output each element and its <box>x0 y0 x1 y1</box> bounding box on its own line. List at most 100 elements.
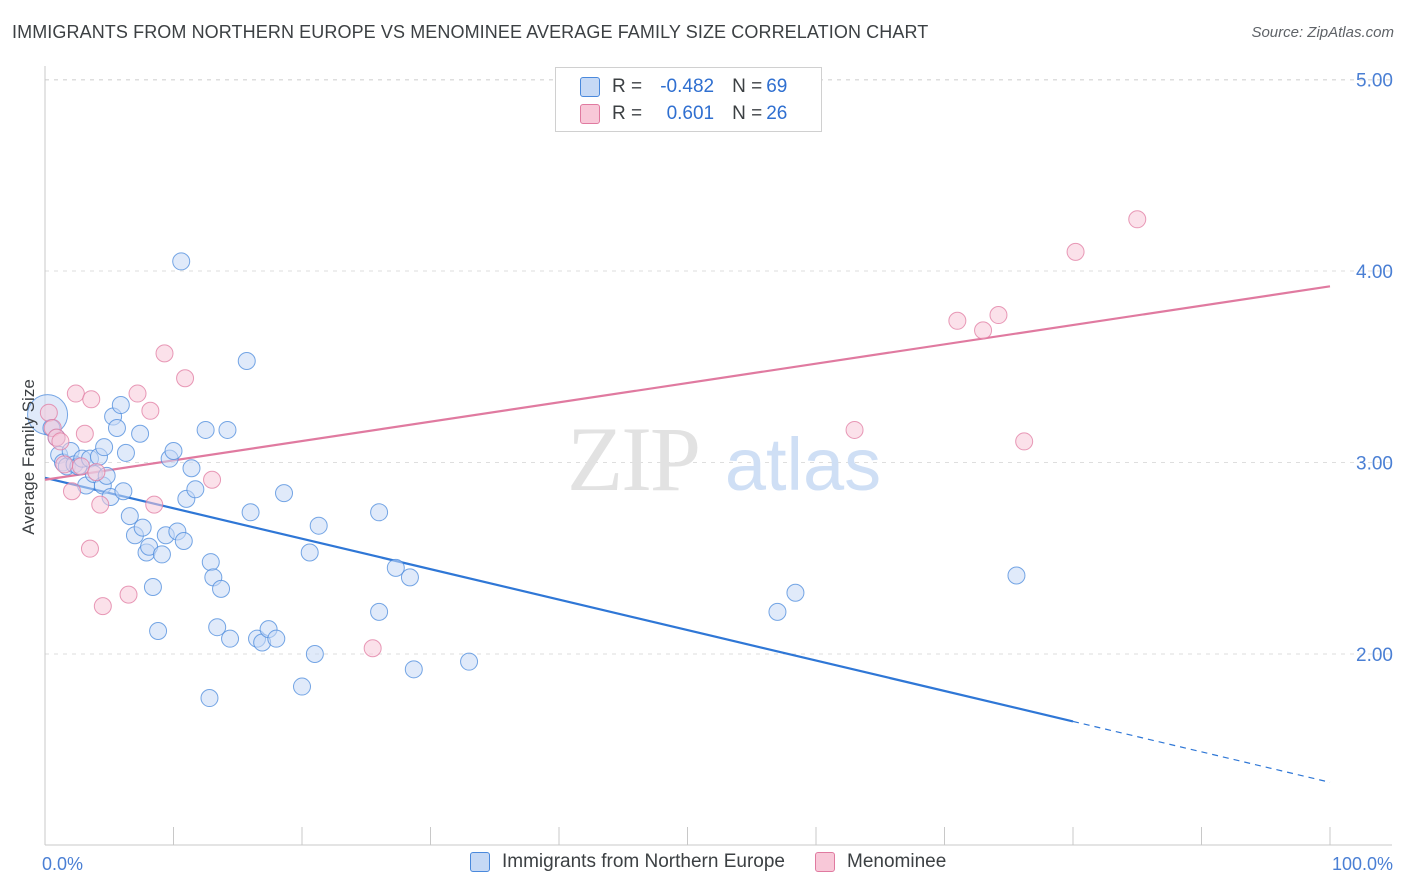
point-menominee <box>989 306 1008 325</box>
point-menominee <box>845 420 864 439</box>
trend-lines <box>44 285 1331 783</box>
legend-r-value: 0.601 <box>666 103 715 124</box>
point-menominee <box>91 495 110 514</box>
point-immigrants <box>768 602 787 621</box>
watermark-zip: ZIP <box>567 408 699 510</box>
point-menominee <box>119 585 138 604</box>
point-menominee <box>155 344 174 363</box>
point-menominee <box>51 432 70 451</box>
point-immigrants <box>120 507 139 526</box>
legend-n-label: N = <box>732 103 763 124</box>
y-tick-label: 2.00 <box>1356 645 1393 666</box>
legend-row-blue: R = -0.482 N = 69 <box>580 74 787 100</box>
point-immigrants <box>300 543 319 562</box>
point-immigrants <box>200 689 219 708</box>
point-menominee <box>1066 242 1085 261</box>
series-label-menominee: Menominee <box>847 851 947 872</box>
point-immigrants <box>212 579 231 598</box>
point-immigrants <box>1007 566 1026 585</box>
correlation-legend: R = -0.482 N = 69 R = 0.601 N = 26 <box>555 67 822 132</box>
point-immigrants <box>400 568 419 587</box>
point-menominee <box>203 470 222 489</box>
point-menominee <box>93 597 112 616</box>
point-menominee <box>71 457 90 476</box>
point-menominee <box>974 321 993 340</box>
y-tick-labels: 2.00 3.00 4.00 5.00 <box>1356 71 1393 667</box>
point-immigrants <box>186 480 205 499</box>
point-menominee <box>87 463 106 482</box>
point-immigrants <box>152 545 171 564</box>
point-menominee <box>363 639 382 658</box>
legend-n-label: N = <box>732 76 763 97</box>
point-immigrants <box>201 553 220 572</box>
point-menominee <box>80 539 99 558</box>
legend-n-value: 26 <box>766 103 788 124</box>
point-menominee <box>176 369 195 388</box>
point-menominee <box>39 403 58 422</box>
data-points <box>27 210 1147 708</box>
point-immigrants <box>107 419 126 438</box>
point-immigrants <box>143 577 162 596</box>
point-menominee <box>75 424 94 443</box>
series-swatch-blue <box>470 852 490 872</box>
point-immigrants <box>114 482 133 501</box>
point-menominee <box>1128 210 1147 229</box>
legend-r-label: R = <box>612 76 643 97</box>
point-immigrants <box>460 652 479 671</box>
x-tick-labels: 0.0% 100.0% <box>42 854 1393 874</box>
point-immigrants <box>164 442 183 461</box>
axes <box>44 66 1392 846</box>
point-immigrants <box>116 443 135 462</box>
point-menominee <box>1015 432 1034 451</box>
legend-r-label: R = <box>612 103 643 124</box>
point-menominee <box>82 390 101 409</box>
point-immigrants <box>172 252 191 271</box>
y-tick-label: 3.00 <box>1356 454 1393 475</box>
series-legend: Immigrants from Northern Europe Menomine… <box>470 851 946 873</box>
point-immigrants <box>370 602 389 621</box>
legend-swatch-blue <box>580 77 600 97</box>
point-immigrants <box>131 424 150 443</box>
chart-title: IMMIGRANTS FROM NORTHERN EUROPE VS MENOM… <box>12 22 929 42</box>
point-immigrants <box>221 629 240 648</box>
trend-immigrants-dashed <box>1072 720 1331 783</box>
point-immigrants <box>149 622 168 641</box>
y-tick-label: 5.00 <box>1356 71 1393 92</box>
point-immigrants <box>133 518 152 537</box>
legend-swatch-pink <box>580 104 600 124</box>
point-menominee <box>55 455 74 474</box>
point-immigrants <box>241 503 260 522</box>
y-axis-title: Average Family Size <box>19 379 38 535</box>
series-swatch-pink <box>815 852 835 872</box>
point-immigrants <box>111 396 130 415</box>
x-tick-label-min: 0.0% <box>42 854 83 874</box>
legend-r-value: -0.482 <box>660 76 715 97</box>
point-immigrants <box>174 532 193 551</box>
point-menominee <box>128 384 147 403</box>
point-immigrants <box>237 352 256 371</box>
point-menominee <box>141 401 160 420</box>
point-immigrants <box>293 677 311 696</box>
trend-menominee <box>44 285 1331 481</box>
point-menominee <box>145 495 164 514</box>
point-immigrants <box>267 629 286 648</box>
trend-immigrants-solid <box>44 476 1074 723</box>
legend-row-pink: R = 0.601 N = 26 <box>580 101 787 127</box>
point-immigrants <box>786 583 805 602</box>
point-immigrants <box>370 503 389 522</box>
legend-n-value: 69 <box>766 76 788 97</box>
x-tick-label-max: 100.0% <box>1332 854 1393 874</box>
y-tick-label: 4.00 <box>1356 262 1393 283</box>
point-immigrants <box>196 420 215 439</box>
point-menominee <box>62 482 81 501</box>
point-immigrants <box>208 618 227 637</box>
point-immigrants <box>404 660 423 679</box>
point-menominee <box>66 384 85 403</box>
point-immigrants <box>309 516 328 535</box>
point-immigrants <box>305 645 324 663</box>
point-menominee <box>948 311 967 330</box>
point-immigrants <box>95 438 114 457</box>
point-immigrants <box>275 484 294 503</box>
point-immigrants <box>218 420 237 439</box>
